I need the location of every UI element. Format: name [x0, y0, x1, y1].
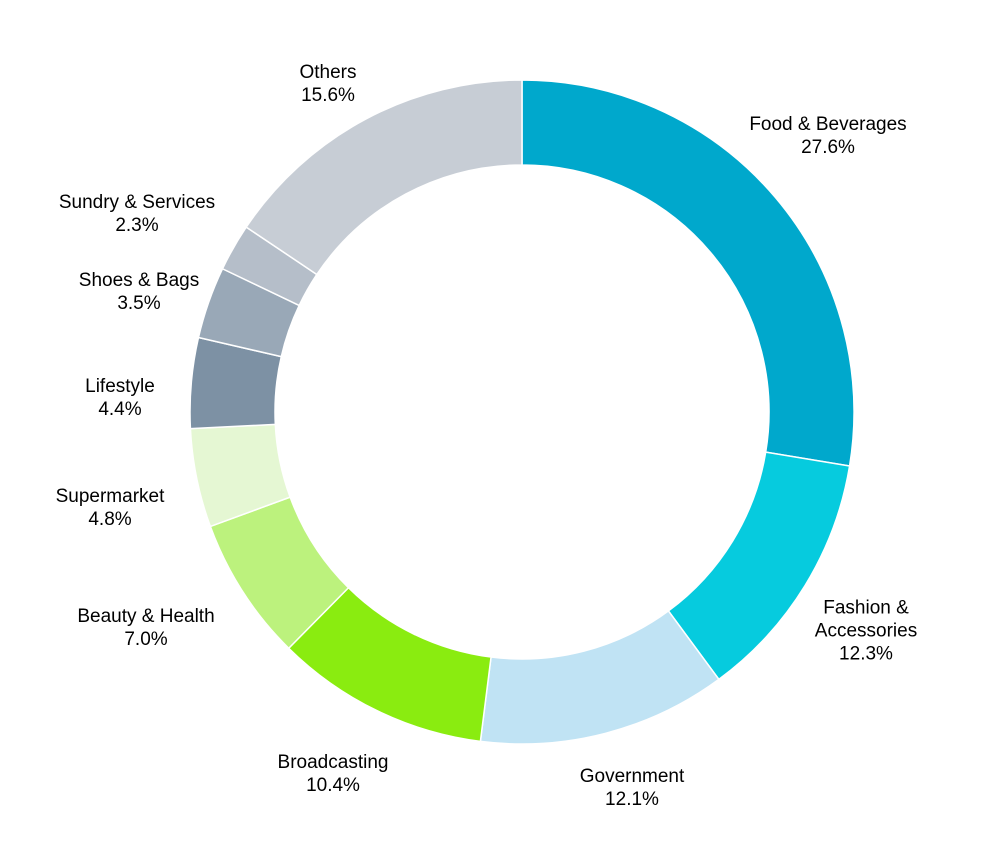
slice-others: [245, 79, 523, 276]
slice-food-beverages: [521, 79, 855, 467]
slice-fashion-accessories: [667, 451, 851, 681]
slice-government: [479, 610, 720, 745]
